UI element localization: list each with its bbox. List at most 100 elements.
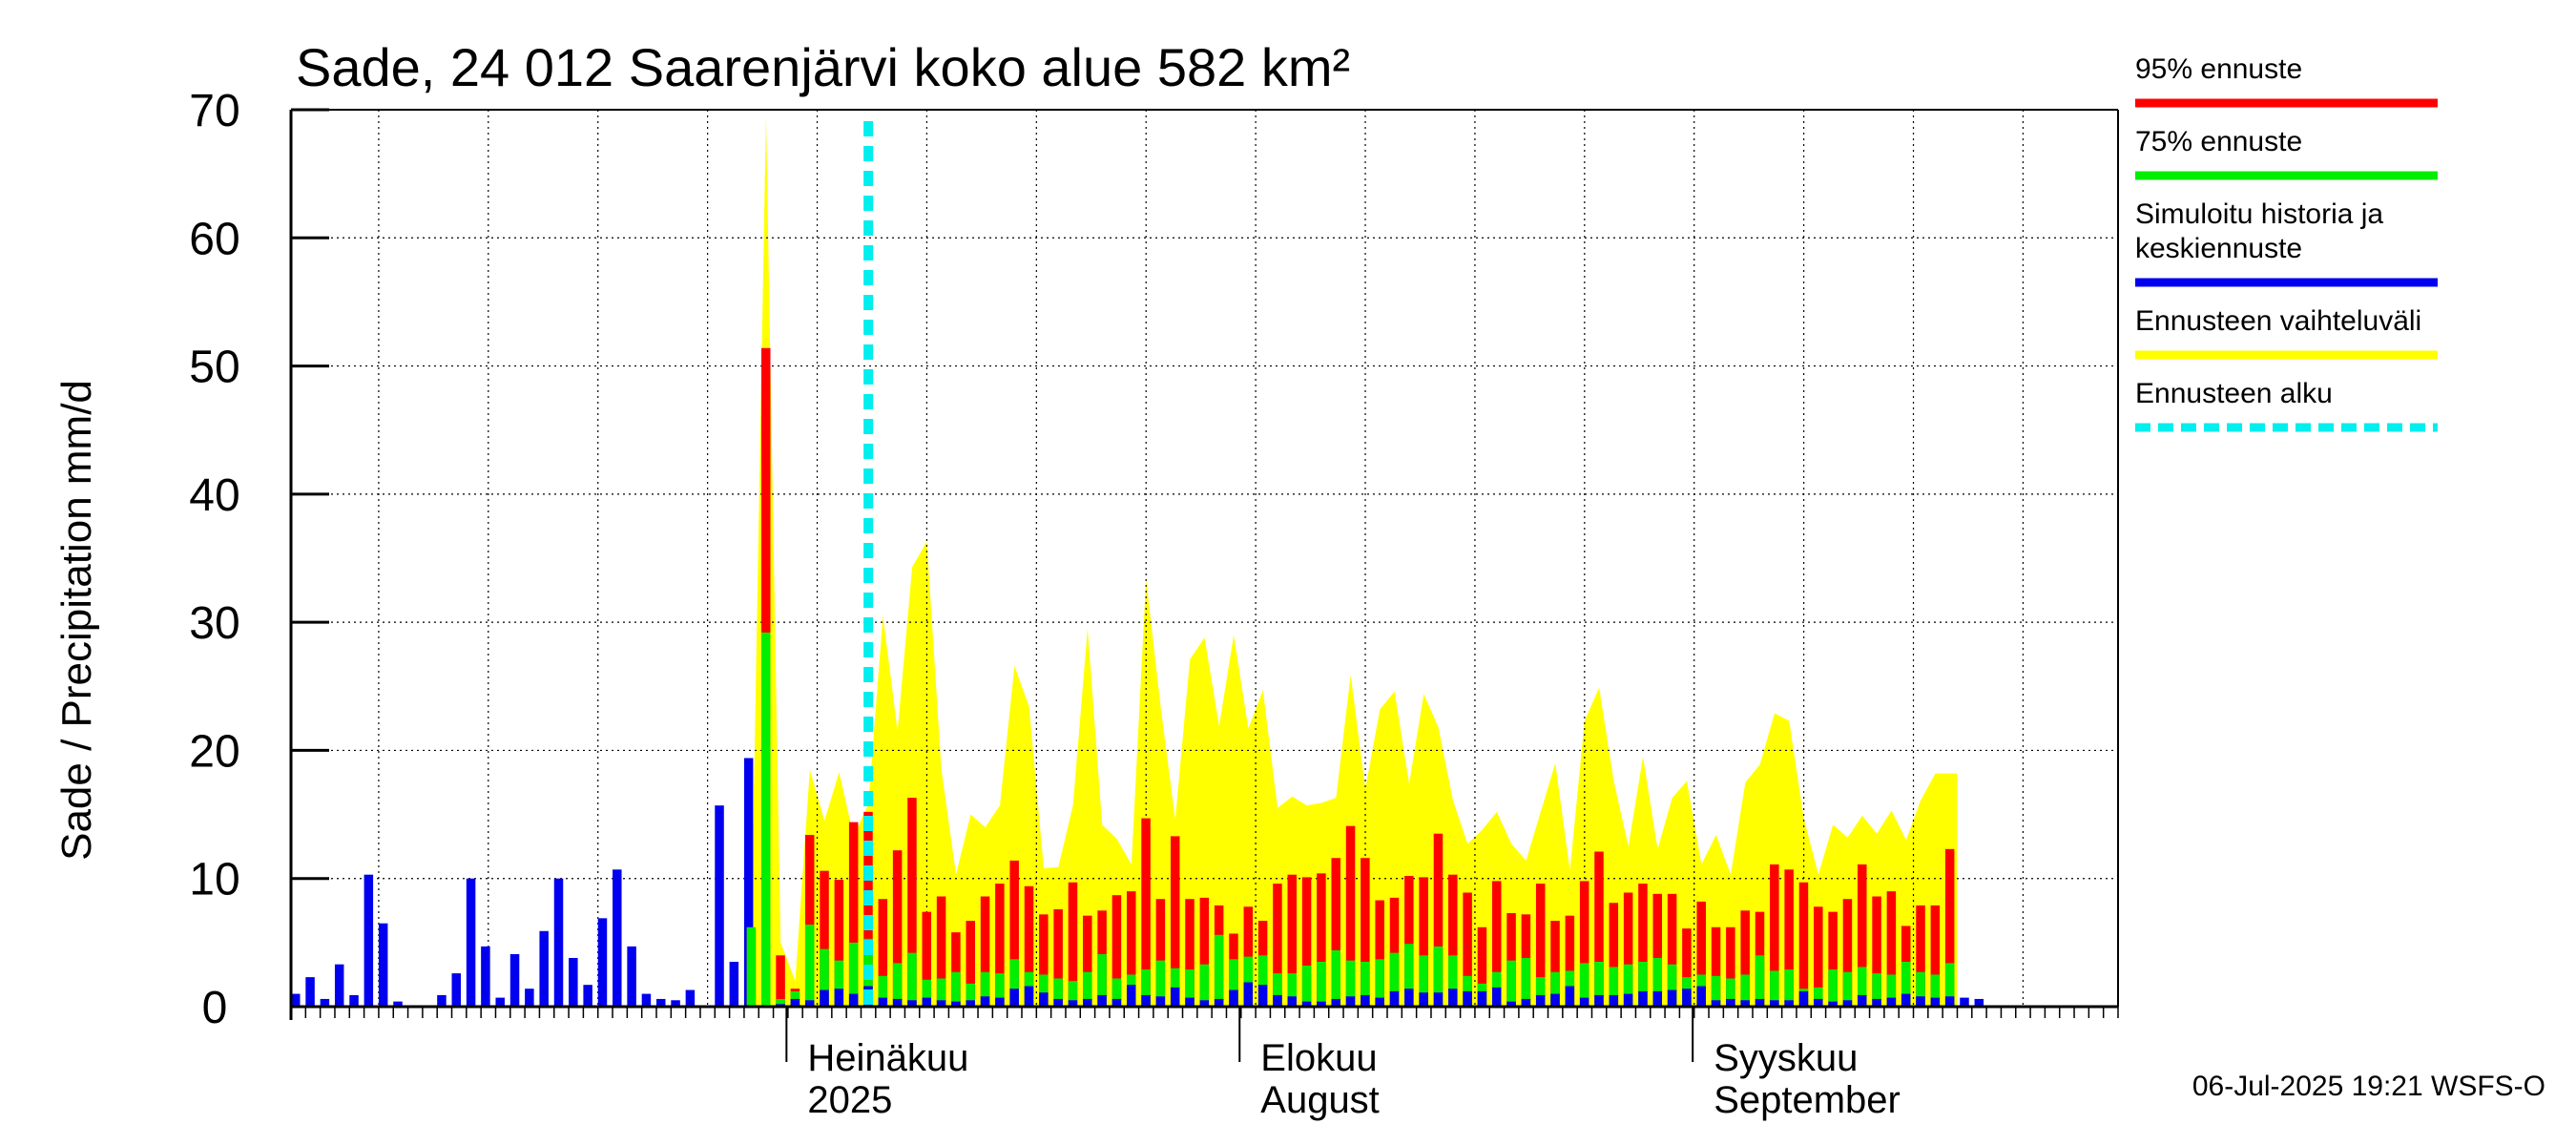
y-tick-label: 30	[189, 598, 239, 649]
month-label: Heinäkuu	[807, 1037, 968, 1079]
p95-bar	[848, 822, 859, 1007]
median-bar	[1652, 990, 1663, 1007]
median-bar	[1872, 998, 1881, 1007]
median-bar	[820, 989, 829, 1007]
p75-bar	[1740, 974, 1750, 1007]
p95-bar	[995, 884, 1005, 1007]
p75-bar	[1375, 959, 1384, 1007]
median-bar	[1389, 990, 1400, 1007]
p75-bar	[1053, 978, 1063, 1007]
p75-bar	[1199, 964, 1210, 1007]
history-bar	[393, 1001, 403, 1007]
month-label: Syyskuu	[1714, 1037, 1858, 1079]
y-tick-label: 70	[189, 86, 239, 136]
p75-bar	[966, 983, 975, 1007]
median-bar	[1770, 1000, 1779, 1007]
p95-bar	[1433, 833, 1444, 1007]
p95-bar	[1872, 896, 1881, 1007]
p95-bar	[1185, 899, 1195, 1007]
y-tick-label: 40	[189, 470, 239, 521]
p75-bar	[1609, 967, 1619, 1007]
median-bar	[1579, 997, 1589, 1007]
median-bar	[1097, 994, 1107, 1007]
y-tick-label: 50	[189, 343, 239, 393]
p75-bar	[936, 978, 946, 1007]
median-bar	[1009, 989, 1019, 1007]
median-bar	[1301, 1001, 1312, 1007]
p95-bar	[1126, 891, 1136, 1007]
median-bar	[1857, 994, 1867, 1007]
p75-bar	[1652, 957, 1663, 1007]
p95-bar	[1170, 836, 1180, 1007]
median-bar	[995, 997, 1005, 1007]
p75-bar	[848, 942, 859, 1007]
p95-bar	[1886, 891, 1897, 1007]
median-bar	[892, 998, 903, 1007]
month-sublabel: September	[1714, 1079, 1901, 1121]
p75-bar	[1185, 969, 1195, 1007]
p95-bar	[1770, 864, 1779, 1007]
median-bar	[1740, 1000, 1750, 1007]
p75-bar	[951, 971, 961, 1007]
history-bar	[378, 923, 388, 1007]
p95-bar	[980, 896, 990, 1007]
median-bar	[922, 997, 932, 1007]
p75-bar	[1886, 974, 1897, 1007]
p95-bar	[1638, 884, 1648, 1007]
p75-bar	[820, 948, 829, 1007]
median-bar	[1814, 998, 1823, 1007]
median-bar	[1273, 994, 1282, 1007]
p95-bar	[1141, 818, 1151, 1007]
p95-bar	[1623, 892, 1633, 1007]
p95-bar	[936, 896, 946, 1007]
p75-bar	[878, 975, 888, 1007]
median-bar	[1111, 998, 1122, 1007]
history-bar	[729, 962, 739, 1007]
chart-title: Sade, 24 012 Saarenjärvi koko alue 582 k…	[296, 37, 1350, 97]
legend: 95% ennuste 75% ennuste Simuloitu historia…	[2135, 53, 2438, 432]
history-bar	[451, 973, 462, 1007]
median-bar	[790, 998, 800, 1007]
median-bar	[1711, 1000, 1721, 1007]
median-bar	[1901, 993, 1911, 1007]
y-axis-label: Sade / Precipitation mm/d	[53, 380, 100, 861]
p95-bar	[1389, 897, 1400, 1007]
p75-bar	[1638, 962, 1648, 1007]
p75-bar	[1009, 959, 1019, 1007]
p95-bar	[1375, 900, 1384, 1007]
p95-bar	[1565, 915, 1575, 1007]
p75-bar	[1901, 962, 1911, 1007]
p95-bar	[1155, 899, 1166, 1007]
y-tick-label: 20	[189, 726, 239, 777]
p95-bar	[1199, 897, 1210, 1007]
p75-bar	[922, 979, 932, 1007]
p95-bar	[966, 921, 975, 1007]
median-bar	[1317, 1001, 1326, 1007]
history-bar	[437, 994, 447, 1007]
median-bar	[1944, 996, 1955, 1007]
median-bar	[1419, 992, 1428, 1007]
median-bar	[907, 1000, 917, 1007]
p95-bar	[1039, 914, 1049, 1007]
history-bar	[539, 930, 549, 1007]
median-bar	[1039, 992, 1049, 1007]
median-bar	[1960, 997, 1969, 1007]
p75-bar	[1083, 971, 1092, 1007]
p75-bar	[1345, 960, 1356, 1007]
p95-bar	[1273, 884, 1282, 1007]
p75-bar	[746, 926, 757, 1007]
history-bar	[291, 993, 301, 1007]
history-bar	[305, 977, 315, 1007]
p95-bar	[1798, 882, 1809, 1007]
p95-bar	[1083, 915, 1092, 1007]
history-bar	[641, 993, 652, 1007]
history-bar	[613, 869, 622, 1007]
p95-bar	[1345, 825, 1356, 1007]
p95-bar	[1594, 851, 1604, 1007]
median-bar	[1726, 998, 1735, 1007]
median-bar	[1916, 996, 1925, 1007]
p95-bar	[951, 932, 961, 1007]
p95-bar	[1535, 884, 1546, 1007]
p75-bar	[1097, 953, 1107, 1007]
p95-bar	[1506, 912, 1516, 1007]
